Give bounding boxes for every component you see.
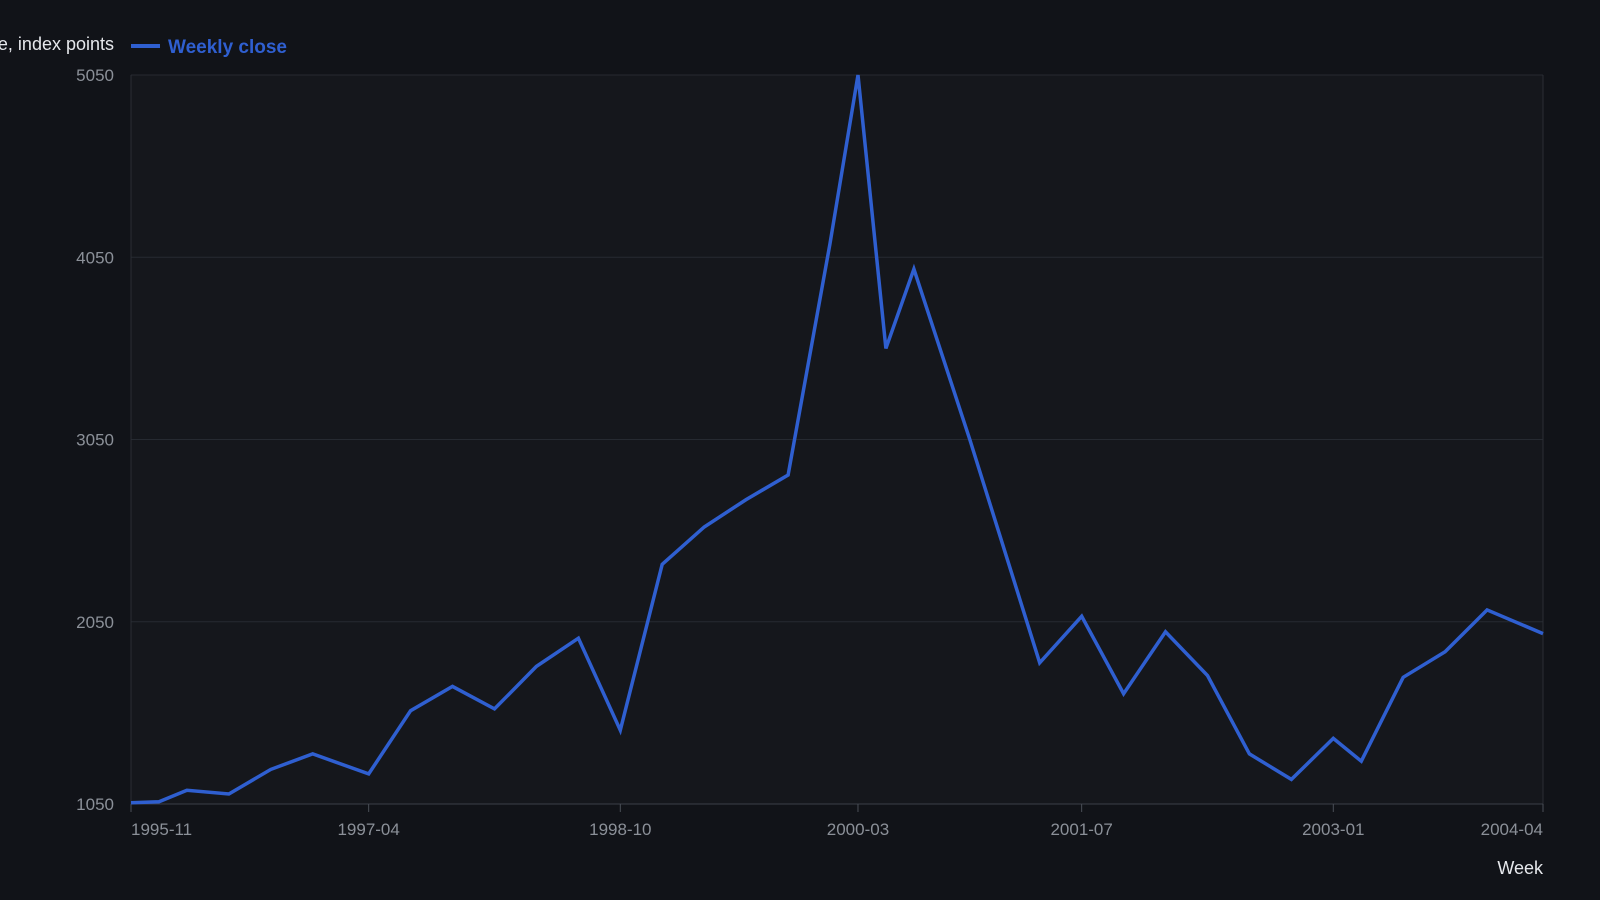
- legend-label-weekly-close: Weekly close: [168, 37, 287, 58]
- x-tick-label-1995-11: 1995-11: [131, 820, 192, 839]
- y-tick-label-1050: 1050: [76, 795, 114, 814]
- y-axis-ticks: 1050 2050 3050 4050 5050: [76, 66, 114, 814]
- legend[interactable]: Weekly close: [131, 37, 287, 58]
- y-tick-label-3050: 3050: [76, 431, 114, 450]
- x-tick-label-2004-04: 2004-04: [1481, 820, 1543, 839]
- x-axis-ticks: 1995-11 1997-04 1998-10 2000-03 2001-07 2003-…: [130, 804, 1544, 839]
- series-layer: [130, 74, 1544, 805]
- y-tick-label-5050: 5050: [76, 66, 114, 85]
- x-tick-label-2001-07: 2001-07: [1050, 820, 1112, 839]
- x-tick-label-2003-01: 2003-01: [1302, 820, 1364, 839]
- gridlines: [131, 74, 1543, 623]
- y-tick-label-4050: 4050: [76, 248, 114, 267]
- x-tick-label-1997-04: 1997-04: [337, 820, 399, 839]
- y-tick-label-2050: 2050: [76, 613, 114, 632]
- x-tick-label-2000-03: 2000-03: [827, 820, 889, 839]
- x-tick-label-1998-10: 1998-10: [589, 820, 651, 839]
- axes: [130, 75, 1544, 805]
- x-axis-title: Week: [1497, 858, 1544, 878]
- y-axis-title: e, index points: [0, 34, 114, 54]
